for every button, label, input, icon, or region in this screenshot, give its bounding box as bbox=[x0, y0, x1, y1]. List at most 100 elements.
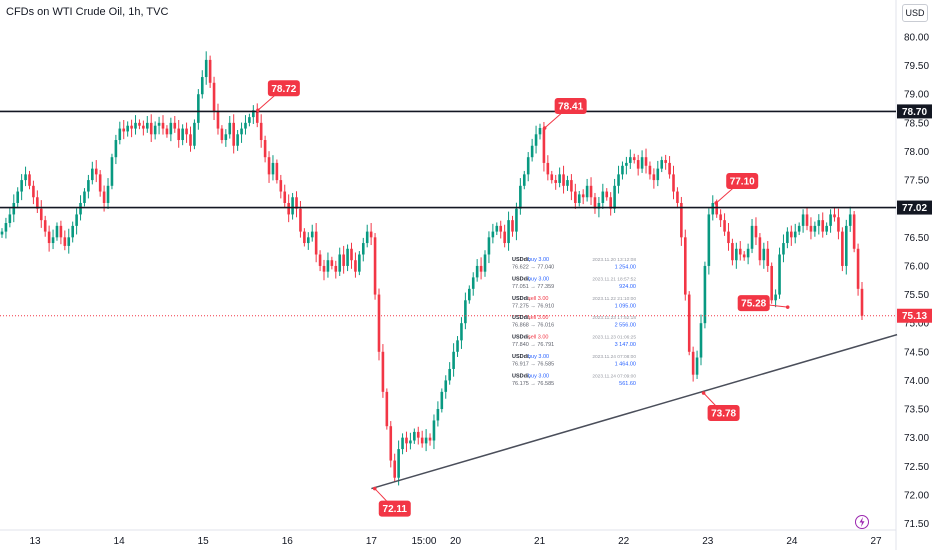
currency-button[interactable]: USD bbox=[902, 4, 928, 22]
trade-prices: 77.051 → 77.359 bbox=[512, 284, 554, 290]
callout-anchor bbox=[714, 201, 719, 205]
callout-box bbox=[726, 172, 759, 189]
price-callout: 78.41 bbox=[542, 98, 587, 130]
candle-body bbox=[805, 214, 809, 226]
candle-body bbox=[797, 225, 801, 232]
trade-time: 2023.11.23 01:06:25 bbox=[592, 335, 636, 341]
candle bbox=[126, 121, 129, 137]
candle-body bbox=[436, 409, 440, 421]
candle-body bbox=[511, 220, 514, 232]
candle bbox=[801, 209, 805, 233]
candle bbox=[695, 350, 699, 379]
candle-body bbox=[142, 125, 145, 129]
candle bbox=[813, 221, 817, 237]
candle bbox=[389, 421, 393, 468]
candle bbox=[589, 177, 593, 205]
candle bbox=[232, 114, 235, 154]
candle bbox=[746, 243, 750, 265]
callout-anchor bbox=[701, 391, 706, 395]
x-tick-label: 22 bbox=[618, 536, 630, 547]
candle-body bbox=[67, 237, 71, 246]
candle-body bbox=[193, 122, 196, 146]
candle bbox=[793, 223, 797, 244]
y-tick-label: 74.50 bbox=[904, 347, 929, 358]
candle bbox=[36, 190, 39, 213]
candle bbox=[134, 115, 137, 135]
candle-body bbox=[220, 128, 224, 141]
candle-body bbox=[723, 220, 726, 232]
candle bbox=[161, 115, 165, 135]
candle-body bbox=[542, 128, 546, 163]
candle-body bbox=[538, 128, 542, 135]
candle-body bbox=[8, 214, 12, 224]
x-tick-label: 15 bbox=[198, 536, 210, 547]
candle bbox=[424, 429, 428, 452]
candle-body bbox=[468, 288, 471, 301]
candle bbox=[212, 76, 216, 120]
candle-body bbox=[833, 214, 836, 218]
candle bbox=[538, 123, 542, 140]
candle-body bbox=[829, 214, 832, 226]
candle-body bbox=[479, 265, 483, 272]
candle-body bbox=[519, 185, 522, 209]
x-tick-label: 15:00 bbox=[411, 536, 436, 547]
candle-body bbox=[401, 437, 404, 450]
candle-body bbox=[28, 174, 31, 186]
candle bbox=[67, 228, 71, 254]
y-tick-label: 75.50 bbox=[904, 290, 929, 301]
candle bbox=[138, 119, 141, 130]
candle bbox=[361, 237, 365, 262]
y-tick-label: 74.00 bbox=[904, 376, 929, 387]
candle-body bbox=[503, 231, 506, 244]
trade-pair: USDdi, bbox=[512, 335, 531, 341]
candle-body bbox=[94, 168, 98, 175]
trade-pnl: 1 095.00 bbox=[615, 303, 636, 309]
candle bbox=[200, 70, 204, 99]
trade-prices: 76.917 → 76.585 bbox=[512, 362, 554, 368]
candle bbox=[526, 152, 530, 182]
trade-row: USDdi,buy 3.00 76.917 → 76.585 2023.11.24 … bbox=[512, 354, 636, 368]
candle-body bbox=[118, 128, 122, 141]
candle bbox=[703, 261, 707, 329]
candle-body bbox=[173, 122, 177, 129]
candle-body bbox=[409, 440, 412, 444]
callout-label: 78.41 bbox=[558, 102, 583, 113]
candle-body bbox=[589, 185, 593, 198]
candle-body bbox=[711, 202, 715, 215]
candle bbox=[236, 130, 239, 151]
candle-body bbox=[581, 194, 585, 198]
x-tick-label: 20 bbox=[450, 536, 462, 547]
candle-body bbox=[263, 140, 267, 158]
candle-body bbox=[554, 180, 557, 183]
candle-body bbox=[393, 460, 396, 478]
candle bbox=[680, 196, 683, 246]
trade-pnl: 1 464.00 bbox=[615, 362, 636, 368]
candle bbox=[468, 285, 471, 304]
candle bbox=[181, 124, 184, 146]
candle-body bbox=[526, 157, 530, 175]
trade-time: 2023.11.24 07:08:00 bbox=[592, 354, 636, 360]
candle bbox=[491, 223, 495, 244]
candle bbox=[47, 225, 51, 252]
candle-body bbox=[91, 168, 94, 181]
candle-body bbox=[354, 260, 357, 272]
x-tick-label: 13 bbox=[29, 536, 41, 547]
candle bbox=[856, 243, 860, 296]
price-callout: 78.72 bbox=[256, 80, 300, 113]
candle bbox=[790, 225, 793, 246]
candle bbox=[691, 346, 695, 382]
callout-label: 77.10 bbox=[730, 176, 755, 187]
candle bbox=[448, 362, 451, 385]
candle bbox=[821, 212, 825, 238]
candle-body bbox=[487, 237, 491, 255]
candle bbox=[189, 126, 192, 152]
candle-body bbox=[36, 197, 39, 209]
candle-body bbox=[153, 125, 157, 135]
candle bbox=[0, 228, 4, 238]
candle-body bbox=[420, 437, 424, 444]
candle bbox=[668, 156, 671, 179]
candle bbox=[63, 230, 67, 251]
candle bbox=[110, 153, 114, 190]
candle-body bbox=[593, 197, 597, 209]
